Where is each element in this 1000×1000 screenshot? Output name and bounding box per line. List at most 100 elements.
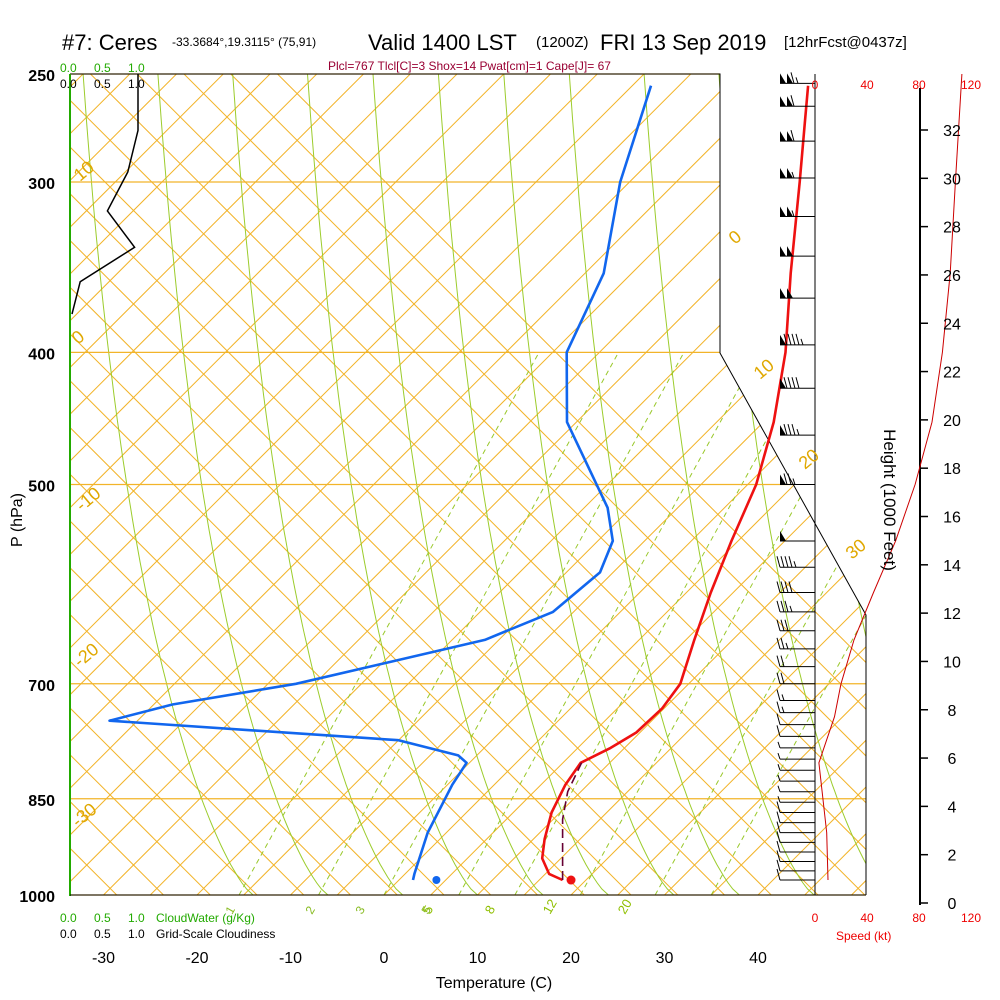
wind-barb-pennant [780, 425, 786, 436]
wind-barb-flag [776, 619, 781, 631]
pressure-tick-label: 700 [28, 678, 55, 695]
wind-barb-flag [791, 377, 796, 389]
wind-barb-half-flag [777, 785, 781, 792]
height-tick-label: 12 [943, 606, 961, 623]
wind-barb [776, 689, 815, 701]
isotherm-line [710, 74, 866, 895]
wind-barb-flag [780, 655, 785, 667]
wind-barb-half-flag [791, 171, 795, 179]
mixing-ratio-line [238, 352, 540, 895]
wind-barb [780, 129, 815, 142]
cloud-bottom-green-label: 1.0 [128, 911, 145, 925]
dry-adiabat-line [70, 74, 305, 895]
wind-barb-flag [776, 850, 781, 862]
speed-top-label: 0 [812, 78, 819, 92]
pressure-tick-label: 250 [28, 68, 55, 85]
wind-barb-pennant [787, 131, 793, 142]
cloud-bottom-green-label: 0.5 [94, 911, 111, 925]
cloud-top-black-label: 0.5 [94, 77, 111, 91]
wind-barb [777, 752, 815, 760]
temperature-tick-label: 10 [469, 950, 487, 967]
wind-barb-flag [787, 333, 792, 346]
moist-adiabat-line [503, 74, 675, 895]
cloudiness-line [71, 74, 139, 315]
wind-barb-flag [790, 95, 795, 107]
surface-dewpoint-dot [432, 876, 441, 885]
title-valid: Valid 1400 LST [368, 30, 517, 55]
speed-bottom-label: 0 [812, 911, 819, 925]
speed-bottom-label: 80 [912, 911, 926, 925]
temperature-tick-label: 40 [749, 950, 767, 967]
height-tick-label: 16 [943, 510, 961, 527]
wind-barb-pennant [787, 96, 793, 107]
height-tick-label: 10 [943, 654, 961, 671]
wind-barb-half-flag [777, 764, 781, 771]
speed-top-label: 120 [961, 78, 981, 92]
wind-barb [777, 741, 815, 749]
wind-barb-pennant [780, 96, 786, 107]
height-tick-label: 0 [948, 896, 957, 913]
wind-barb-pennant [780, 246, 786, 257]
title-zulu: (1200Z) [536, 34, 589, 51]
height-tick-label: 32 [943, 123, 961, 140]
speed-top-label: 80 [912, 78, 926, 92]
wind-barb-flag [784, 600, 789, 613]
pressure-tick-label: 400 [28, 346, 55, 363]
wind-barb-flag [776, 655, 781, 667]
isotherm-line [617, 74, 866, 895]
isotherm-line [945, 74, 1000, 895]
side-panels [776, 72, 963, 905]
wind-barb-flag [776, 581, 781, 593]
height-tick-label: 28 [943, 220, 961, 237]
wind-barb [780, 288, 815, 299]
dry-adiabat-line [70, 74, 258, 895]
height-tick-label: 22 [943, 365, 961, 382]
wind-barb [776, 811, 815, 824]
wind-barb-flag [780, 556, 785, 568]
wind-barb-flag [776, 859, 781, 871]
moist-adiabat-label: 12 [540, 896, 560, 916]
wind-barb [776, 581, 815, 593]
wind-barb-flag [795, 377, 800, 389]
height-tick-label: 24 [943, 316, 961, 333]
wind-barb-flag [784, 619, 789, 631]
wind-barb-pennant [787, 73, 793, 84]
wind-barb [776, 850, 815, 862]
wind-barb-flag [790, 129, 795, 142]
wind-barb-flag [776, 831, 781, 843]
isotherm-line [898, 74, 1000, 895]
title-station: #7: Ceres [62, 30, 157, 55]
wind-barb-half-flag [781, 706, 785, 713]
wind-barb-flag [780, 581, 785, 593]
dewpoint-line [108, 85, 653, 881]
wind-barb-flag [780, 672, 785, 684]
temperature-line [540, 85, 810, 882]
subtitle-indices: Plcl=767 Tlcl[C]=3 Shox=14 Pwat[cm]=1 Ca… [328, 59, 611, 73]
wind-barb-flag [791, 423, 796, 436]
wind-barb [777, 774, 815, 782]
pressure-tick-label: 500 [28, 479, 55, 496]
mixing-ratio-line [458, 352, 760, 895]
cloud-bottom-black-label: 0.5 [94, 927, 111, 941]
wind-barb [776, 556, 815, 568]
dry-adiabat-label: 20 [795, 445, 823, 473]
wind-barb-pennant [787, 288, 793, 299]
wind-barb [780, 246, 815, 257]
moist-adiabat-line [643, 74, 815, 895]
title-forecast: [12hrFcst@0437z] [784, 34, 907, 51]
height-tick-label: 18 [943, 461, 961, 478]
dry-adiabat-line [70, 74, 211, 895]
isotherm-line [523, 74, 866, 895]
wind-barb [776, 600, 815, 613]
wind-barb-flag [776, 689, 781, 701]
y-axis-label: P (hPa) [9, 493, 26, 547]
wind-barb-half-flag [792, 478, 796, 485]
wind-barb [780, 333, 815, 346]
cloud-bottom-black-label: 1.0 [128, 927, 145, 941]
height-axis-label: Height (1000 Feet) [880, 429, 899, 571]
wind-barb-pennant [787, 246, 793, 257]
wind-barb [777, 796, 815, 803]
wind-barb-half-flag [791, 210, 795, 217]
wind-barb [780, 206, 815, 217]
chart-series [71, 74, 810, 885]
